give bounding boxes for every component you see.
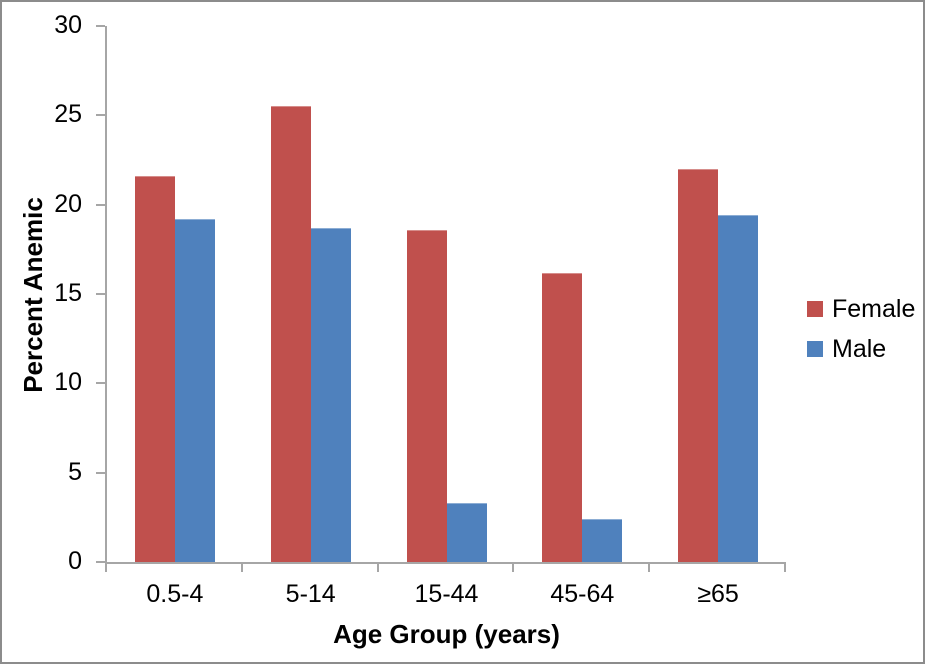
y-axis-title: Percent Anemic [18, 197, 48, 393]
x-axis-tick [648, 564, 651, 572]
bar-female-45-64 [542, 272, 583, 562]
legend-label: Male [832, 335, 887, 363]
legend-swatch-icon [807, 301, 823, 317]
x-axis-tick [784, 564, 786, 572]
legend: Female Male [807, 295, 915, 375]
y-axis-tick [96, 25, 105, 27]
y-axis-tick [96, 203, 105, 206]
y-axis-tick [96, 471, 105, 474]
x-axis-category-label: 5-14 [285, 580, 336, 608]
legend-item-female: Female [807, 295, 915, 323]
y-axis-tick-label: 10 [54, 368, 82, 397]
bar-female-5-14 [270, 106, 311, 562]
legend-item-male: Male [807, 335, 915, 363]
y-axis-tick [96, 293, 105, 295]
legend-label: Female [832, 295, 916, 323]
x-axis-title: Age Group (years) [333, 619, 560, 649]
x-axis-tick [240, 564, 243, 572]
bar-female-≥65 [678, 168, 719, 562]
bar-male-0.5-4 [174, 218, 215, 562]
y-axis-tick [96, 382, 105, 385]
y-axis-tick-label: 15 [54, 279, 82, 307]
y-axis-tick-label: 0 [68, 547, 82, 575]
x-axis-category-label: 15-44 [414, 580, 479, 608]
legend-swatch-icon [807, 341, 823, 357]
y-axis-tick-label: 30 [54, 11, 82, 39]
bar-male-45-64 [582, 519, 623, 562]
x-axis-tick [105, 564, 107, 572]
x-axis-category-label: 0.5-4 [146, 580, 204, 608]
x-axis-tick [512, 564, 515, 572]
y-axis-tick [96, 114, 105, 117]
bar-female-15-44 [406, 229, 447, 562]
bar-female-0.5-4 [134, 176, 175, 562]
bar-male-≥65 [718, 215, 759, 562]
bar-male-5-14 [310, 227, 351, 562]
y-axis-tick-label: 25 [54, 100, 82, 129]
x-axis-line [105, 562, 786, 564]
x-axis-tick [376, 564, 379, 572]
y-axis-tick-label: 5 [68, 457, 82, 486]
y-axis-line [105, 26, 107, 571]
y-axis-tick [96, 561, 105, 563]
x-axis-category-label: 45-64 [550, 580, 615, 608]
y-axis-tick-label: 20 [54, 189, 82, 218]
x-axis-category-label: ≥65 [697, 580, 739, 608]
bar-male-15-44 [446, 503, 487, 562]
